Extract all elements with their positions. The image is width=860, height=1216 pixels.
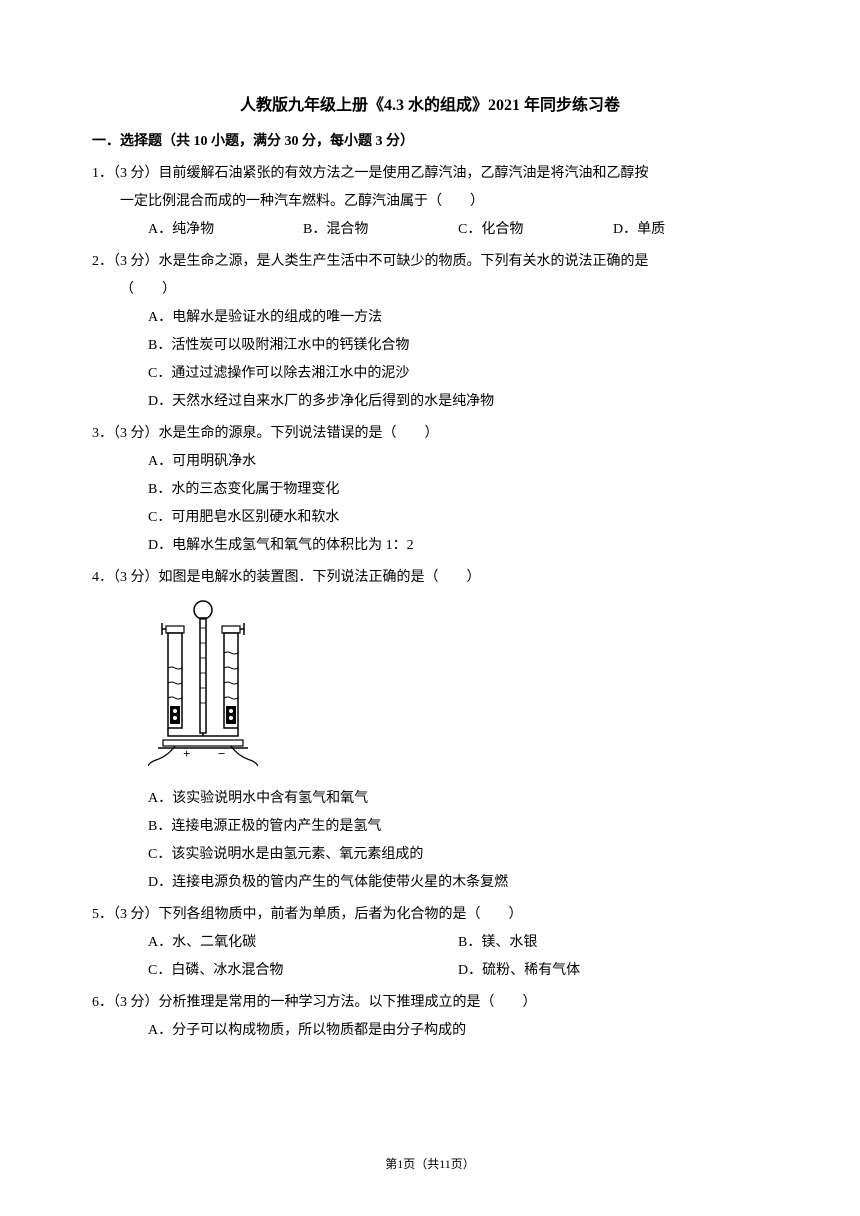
options-col: A．分子可以构成物质，所以物质都是由分子构成的 [92,1017,768,1045]
option-c: C．该实验说明水是由氢元素、氧元素组成的 [148,841,768,869]
question-4: 4．（3 分）如图是电解水的装置图．下列说法正确的是（ ） [92,564,768,897]
footer-suffix: 页） [451,1157,475,1171]
minus-label: − [218,746,225,761]
question-continue: （ ） [92,276,768,304]
electrolysis-apparatus-icon: + − [148,598,258,768]
option-c: C．化合物 [458,216,613,244]
question-stem: 2．（3 分）水是生命之源，是人类生产生活中不可缺少的物质。下列有关水的说法正确… [92,248,768,276]
electrolysis-diagram: + − [92,598,768,779]
option-b: B．活性炭可以吸附湘江水中的钙镁化合物 [148,332,768,360]
option-d: D．单质 [613,216,768,244]
option-b: B．镁、水银 [458,929,768,957]
section-header: 一．选择题（共 10 小题，满分 30 分，每小题 3 分） [92,128,768,156]
page-footer: 第1页（共11页） [0,1152,860,1176]
question-3: 3．（3 分）水是生命的源泉。下列说法错误的是（ ） A．可用明矾净水 B．水的… [92,420,768,560]
question-1: 1．（3 分）目前缓解石油紧张的有效方法之一是使用乙醇汽油，乙醇汽油是将汽油和乙… [92,160,768,244]
option-c: C．可用肥皂水区别硬水和软水 [148,504,768,532]
plus-label: + [183,746,190,761]
question-5: 5．（3 分）下列各组物质中，前者为单质，后者为化合物的是（ ） A．水、二氧化… [92,901,768,985]
question-stem: 3．（3 分）水是生命的源泉。下列说法错误的是（ ） [92,420,768,448]
option-a: A．水、二氧化碳 [148,929,458,957]
question-stem: 4．（3 分）如图是电解水的装置图．下列说法正确的是（ ） [92,564,768,592]
question-stem: 5．（3 分）下列各组物质中，前者为单质，后者为化合物的是（ ） [92,901,768,929]
options-2col: A．水、二氧化碳 C．白磷、冰水混合物 B．镁、水银 D．硫粉、稀有气体 [92,929,768,985]
option-b: B．连接电源正极的管内产生的是氢气 [148,813,768,841]
option-b: B．混合物 [303,216,458,244]
document-title: 人教版九年级上册《4.3 水的组成》2021 年同步练习卷 [92,90,768,122]
option-c: C．白磷、冰水混合物 [148,957,458,985]
question-continue: 一定比例混合而成的一种汽车燃料。乙醇汽油属于（ ） [92,188,768,216]
question-stem: 1．（3 分）目前缓解石油紧张的有效方法之一是使用乙醇汽油，乙醇汽油是将汽油和乙… [92,160,768,188]
option-a: A．分子可以构成物质，所以物质都是由分子构成的 [148,1017,768,1045]
option-d: D．硫粉、稀有气体 [458,957,768,985]
option-a: A．可用明矾净水 [148,448,768,476]
options-col: A．该实验说明水中含有氢气和氧气 B．连接电源正极的管内产生的是氢气 C．该实验… [92,785,768,897]
option-d: D．天然水经过自来水厂的多步净化后得到的水是纯净物 [148,388,768,416]
footer-prefix: 第 [385,1157,397,1171]
option-b: B．水的三态变化属于物理变化 [148,476,768,504]
footer-total: 11 [439,1157,451,1171]
option-c: C．通过过滤操作可以除去湘江水中的泥沙 [148,360,768,388]
footer-middle: 页（共 [403,1157,439,1171]
option-d: D．连接电源负极的管内产生的气体能使带火星的木条复燃 [148,869,768,897]
option-d: D．电解水生成氢气和氧气的体积比为 1：2 [148,532,768,560]
question-stem: 6．（3 分）分析推理是常用的一种学习方法。以下推理成立的是（ ） [92,989,768,1017]
question-2: 2．（3 分）水是生命之源，是人类生产生活中不可缺少的物质。下列有关水的说法正确… [92,248,768,416]
question-6: 6．（3 分）分析推理是常用的一种学习方法。以下推理成立的是（ ） A．分子可以… [92,989,768,1045]
option-a: A．纯净物 [148,216,303,244]
options-col: A．可用明矾净水 B．水的三态变化属于物理变化 C．可用肥皂水区别硬水和软水 D… [92,448,768,560]
option-a: A．电解水是验证水的组成的唯一方法 [148,304,768,332]
options-col: A．电解水是验证水的组成的唯一方法 B．活性炭可以吸附湘江水中的钙镁化合物 C．… [92,304,768,416]
options-row: A．纯净物 B．混合物 C．化合物 D．单质 [92,216,768,244]
option-a: A．该实验说明水中含有氢气和氧气 [148,785,768,813]
